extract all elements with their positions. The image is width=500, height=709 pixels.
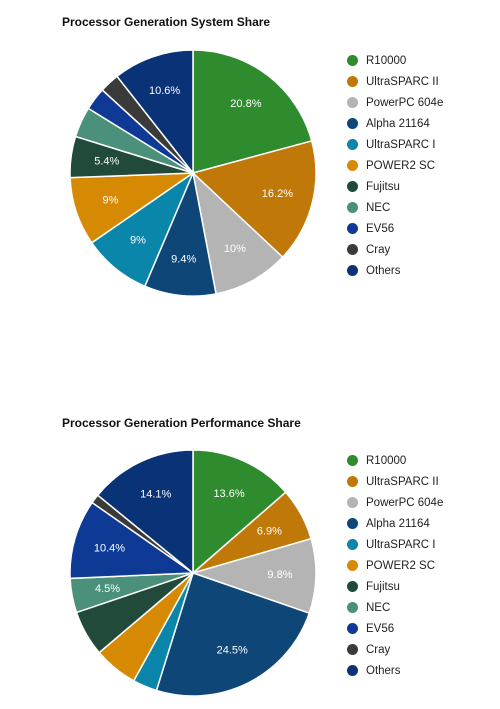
legend-label: EV56 bbox=[366, 622, 395, 635]
data-label-ev56: 10.4% bbox=[94, 543, 125, 555]
legend-swatch bbox=[347, 76, 358, 87]
pie-slice-r10000 bbox=[192, 449, 287, 575]
legend-label: UltraSPARC II bbox=[366, 475, 439, 488]
chart-title: Processor Generation System Share bbox=[62, 15, 271, 29]
legend-label: Alpha 21164 bbox=[366, 117, 430, 130]
legend-item-alpha-21164: Alpha 21164 bbox=[347, 113, 443, 134]
data-label-r10000: 13.6% bbox=[213, 488, 244, 500]
legend-item-ultrasparc-ii: UltraSPARC II bbox=[347, 471, 443, 492]
data-label-powerpc-604e: 10% bbox=[224, 243, 246, 255]
legend-label: Others bbox=[366, 264, 401, 277]
legend-swatch bbox=[347, 623, 358, 634]
legend-item-ultrasparc-i: UltraSPARC I bbox=[347, 134, 443, 155]
legend-swatch bbox=[347, 97, 358, 108]
legend-label: UltraSPARC II bbox=[366, 75, 439, 88]
legend-label: PowerPC 604e bbox=[366, 96, 444, 109]
legend-swatch bbox=[347, 602, 358, 613]
legend-label: PowerPC 604e bbox=[366, 496, 444, 509]
pie-slice-others bbox=[96, 449, 194, 575]
legend-swatch bbox=[347, 118, 358, 129]
pie-slice-r10000 bbox=[192, 49, 313, 174]
legend-system-share: R10000 UltraSPARC II PowerPC 604e Alpha 211… bbox=[347, 50, 443, 281]
data-label-fujitsu: 5.4% bbox=[94, 156, 119, 168]
legend-label: Others bbox=[366, 664, 401, 677]
legend-swatch bbox=[347, 55, 358, 66]
legend-item-others: Others bbox=[347, 660, 443, 681]
legend-swatch bbox=[347, 644, 358, 655]
legend-label: Alpha 21164 bbox=[366, 517, 430, 530]
legend-swatch bbox=[347, 476, 358, 487]
legend-swatch bbox=[347, 581, 358, 592]
legend-label: POWER2 SC bbox=[366, 559, 436, 572]
legend-item-powerpc-604e: PowerPC 604e bbox=[347, 92, 443, 113]
legend-item-cray: Cray bbox=[347, 239, 443, 260]
pie-slice-powerpc-604e bbox=[191, 170, 284, 295]
legend-label: R10000 bbox=[366, 54, 407, 67]
legend-item-others: Others bbox=[347, 260, 443, 281]
legend-swatch bbox=[347, 244, 358, 255]
legend-item-fujitsu: Fujitsu bbox=[347, 576, 443, 597]
data-label-others: 10.6% bbox=[149, 85, 180, 97]
legend-item-power2-sc: POWER2 SC bbox=[347, 155, 443, 176]
legend-label: NEC bbox=[366, 601, 391, 614]
legend-label: NEC bbox=[366, 201, 391, 214]
chart-title: Processor Generation Performance Share bbox=[62, 416, 301, 430]
data-label-r10000: 20.8% bbox=[230, 98, 261, 110]
legend-swatch bbox=[347, 455, 358, 466]
data-label-alpha-21164: 24.5% bbox=[217, 645, 248, 657]
legend-item-ultrasparc-ii: UltraSPARC II bbox=[347, 71, 443, 92]
legend-swatch bbox=[347, 202, 358, 213]
data-label-others: 14.1% bbox=[140, 488, 171, 500]
legend-label: Cray bbox=[366, 243, 391, 256]
pie-slice-others bbox=[115, 49, 194, 176]
legend-label: Fujitsu bbox=[366, 580, 400, 593]
legend-label: Fujitsu bbox=[366, 180, 400, 193]
legend-swatch bbox=[347, 518, 358, 529]
legend-swatch bbox=[347, 181, 358, 192]
legend-label: UltraSPARC I bbox=[366, 138, 436, 151]
legend-item-ev56: EV56 bbox=[347, 618, 443, 639]
legend-label: POWER2 SC bbox=[366, 159, 436, 172]
legend-item-power2-sc: POWER2 SC bbox=[347, 555, 443, 576]
data-label-ultrasparc-i: 9% bbox=[130, 234, 146, 246]
legend-item-ev56: EV56 bbox=[347, 218, 443, 239]
legend-label: EV56 bbox=[366, 222, 395, 235]
pie-slice-alpha-21164 bbox=[155, 572, 311, 697]
legend-swatch bbox=[347, 139, 358, 150]
pie-chart-performance-share: 13.6% 6.9% 9.8% 24.5% 4.5% 10.4% 14.1% bbox=[69, 449, 317, 697]
data-label-ultrasparc-ii: 6.9% bbox=[257, 525, 282, 537]
legend-item-alpha-21164: Alpha 21164 bbox=[347, 513, 443, 534]
legend-item-powerpc-604e: PowerPC 604e bbox=[347, 492, 443, 513]
legend-label: R10000 bbox=[366, 454, 407, 467]
data-label-powerpc-604e: 9.8% bbox=[267, 569, 292, 581]
legend-item-cray: Cray bbox=[347, 639, 443, 660]
legend-label: UltraSPARC I bbox=[366, 538, 436, 551]
legend-item-r10000: R10000 bbox=[347, 450, 443, 471]
data-label-nec: 4.5% bbox=[95, 583, 120, 595]
legend-swatch bbox=[347, 560, 358, 571]
legend-performance-share: R10000 UltraSPARC II PowerPC 604e Alpha 211… bbox=[347, 450, 443, 681]
pie-slice-ultrasparc-ii bbox=[191, 139, 317, 259]
legend-swatch bbox=[347, 497, 358, 508]
pie-chart-system-share: 20.8% 16.2% 10% 9.4% 9% 9% 5.4% 10.6% bbox=[69, 49, 317, 297]
legend-label: Cray bbox=[366, 643, 391, 656]
legend-swatch bbox=[347, 539, 358, 550]
legend-swatch bbox=[347, 665, 358, 676]
data-label-power2-sc: 9% bbox=[102, 194, 118, 206]
legend-item-r10000: R10000 bbox=[347, 50, 443, 71]
pie-slice-ev56 bbox=[69, 501, 196, 580]
legend-item-ultrasparc-i: UltraSPARC I bbox=[347, 534, 443, 555]
data-label-alpha-21164: 9.4% bbox=[171, 254, 196, 266]
legend-swatch bbox=[347, 265, 358, 276]
legend-item-fujitsu: Fujitsu bbox=[347, 176, 443, 197]
pie-slice-powerpc-604e bbox=[190, 537, 317, 615]
legend-item-nec: NEC bbox=[347, 197, 443, 218]
legend-swatch bbox=[347, 223, 358, 234]
legend-item-nec: NEC bbox=[347, 597, 443, 618]
legend-swatch bbox=[347, 160, 358, 171]
data-label-ultrasparc-ii: 16.2% bbox=[262, 188, 293, 200]
